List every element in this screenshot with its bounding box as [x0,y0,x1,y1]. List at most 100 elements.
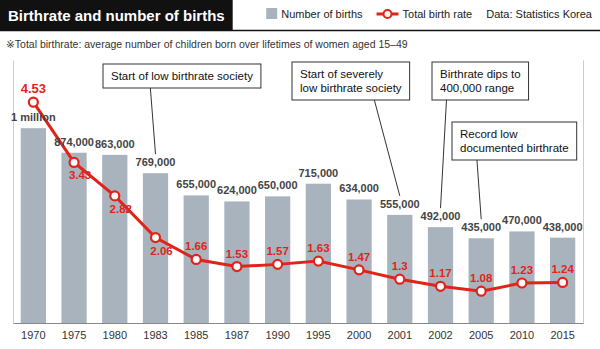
annotation-box [452,122,577,160]
annotation-box [432,62,529,100]
bar-label: 650,000 [258,179,298,191]
tick-label: 1990 [265,329,289,341]
bar-label: 769,000 [136,156,176,168]
line-label: 2.06 [150,245,172,257]
bar-label: 715,000 [298,167,338,179]
bar-label: 863,000 [95,138,135,150]
marker [314,257,323,266]
bar-label: 634,000 [339,182,379,194]
marker [395,275,404,284]
marker [232,262,241,271]
annotation-pointer [150,88,155,154]
tick: 2015 [550,329,574,341]
tick-label: 2010 [510,329,534,341]
line-label: 1.53 [226,248,248,260]
line-label: 1.3 [392,260,408,272]
line-label: 1.08 [470,272,493,284]
bar [224,201,249,323]
annotation-box [103,64,261,88]
annotation-text: 400,000 range [440,82,514,94]
bar [21,128,46,323]
tick: 1970 [21,329,45,341]
bar-label: 874,000 [54,136,94,148]
tick-label: 1985 [184,329,208,341]
legend-item: Total birth rate [377,8,473,20]
bar [265,196,290,323]
x-axis: 1970 1975 1980 1983 1985 1987 1990 1995 2000 2001… [14,324,584,341]
tick: 2000 [347,329,371,341]
line-label: 2.82 [110,203,132,215]
marker [436,282,445,291]
line-label: 4.53 [21,81,46,96]
annotation-box [292,62,410,100]
tick-label: 2015 [550,329,574,341]
line-label: 1.17 [429,267,451,279]
marker [70,158,79,167]
annotation-pointer [374,100,399,196]
annotation-text: Record low [460,128,518,140]
tick-label: 1970 [21,329,45,341]
annotation: Birthrate dips to 400,000 range [432,62,529,208]
tick-label: 2002 [428,329,452,341]
bar-label: 435,000 [461,221,501,233]
line-label: 1.63 [307,242,329,254]
tick: 1983 [143,329,167,341]
tick: 1980 [103,329,127,341]
legend-marker [384,10,392,18]
axis-line [14,323,584,324]
bar [387,215,412,323]
line-label: 1.66 [185,240,207,252]
marker [558,278,567,287]
tick: 2001 [388,329,412,341]
bar [306,184,331,323]
marker [110,191,119,200]
tick-label: 1980 [103,329,127,341]
bar-label: 438,000 [543,221,583,233]
note: ※Total birthrate: average number of chil… [6,38,408,50]
legend: Data: Statistics KoreaTotal birth rateNu… [266,8,593,20]
bar-label: 1 million [11,111,56,123]
line-label: 1.57 [266,245,288,257]
marker [355,265,364,274]
tick: 2005 [469,329,493,341]
tick-label: 1975 [62,329,86,341]
legend-swatch [266,8,277,19]
tick: 1987 [225,329,249,341]
y-axis [13,61,14,324]
annotation-text: Start of low birthrate society [111,70,253,82]
tick-label: 2000 [347,329,371,341]
bar-label: 624,000 [217,184,257,196]
line-label: 1.47 [348,251,370,263]
data-labels: 1 million 874,000863,000769,000655,000624… [11,81,582,284]
chart-container: Birthrate and number of births ※Total bir… [0,0,600,349]
y2-axis [583,61,584,324]
marker [273,260,282,269]
annotation: Start of severelylow birthrate society [292,62,410,196]
bar-label: 492,000 [421,210,461,222]
bar-label: 555,000 [380,198,420,210]
bar [102,155,127,323]
annotation-text: Birthrate dips to [440,68,521,80]
legend-label: Number of births [281,8,363,20]
tick: 2010 [510,329,534,341]
bar [550,238,575,323]
title: Birthrate and number of births [8,7,225,24]
axis-line [13,61,14,324]
tick: 1975 [62,329,86,341]
bar [469,238,494,323]
line [33,102,562,291]
legend-item: Number of births [266,8,363,20]
marker [517,279,526,288]
bar-label: 470,000 [502,214,542,226]
tick: 2002 [428,329,452,341]
chart-svg: Birthrate and number of births ※Total bir… [0,0,600,349]
tick: 1995 [306,329,330,341]
tick-label: 1987 [225,329,249,341]
bar-label: 655,000 [176,178,216,190]
tick-label: 1995 [306,329,330,341]
annotation-text: documented birthrate [460,142,569,154]
tick-label: 2001 [388,329,412,341]
bar [346,199,371,323]
header-rule [0,30,600,32]
annotation-text: Start of severely [300,68,383,80]
